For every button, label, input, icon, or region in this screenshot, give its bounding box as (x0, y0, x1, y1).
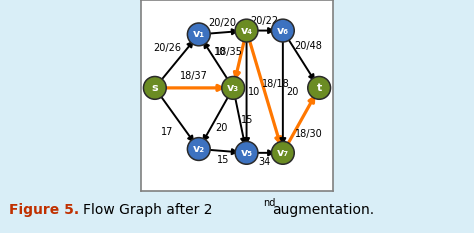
Text: 20/26: 20/26 (153, 43, 181, 53)
Text: 20/48: 20/48 (295, 41, 323, 51)
Circle shape (235, 141, 258, 164)
Circle shape (222, 76, 245, 99)
Text: v₁: v₁ (193, 29, 205, 39)
Text: t: t (317, 83, 322, 93)
Text: 17: 17 (161, 127, 173, 137)
Text: 18/18: 18/18 (262, 79, 290, 89)
Text: 18/37: 18/37 (180, 72, 208, 81)
Circle shape (308, 76, 331, 99)
Text: 34: 34 (259, 158, 271, 167)
Circle shape (143, 76, 166, 99)
Circle shape (237, 21, 256, 41)
Text: 20: 20 (286, 87, 299, 97)
Circle shape (235, 19, 258, 42)
Text: 20: 20 (216, 123, 228, 133)
Text: 20/20: 20/20 (209, 18, 237, 28)
Text: 10: 10 (214, 47, 226, 57)
Circle shape (309, 78, 329, 98)
Text: 15: 15 (241, 115, 254, 125)
Circle shape (145, 78, 165, 98)
Text: Flow Graph after 2: Flow Graph after 2 (83, 203, 212, 217)
Text: 18/35: 18/35 (214, 47, 242, 57)
Text: v₇: v₇ (277, 148, 289, 158)
Circle shape (223, 78, 243, 98)
Text: 10: 10 (248, 87, 260, 97)
Circle shape (273, 143, 293, 163)
Text: 15: 15 (217, 155, 229, 165)
Text: 18/30: 18/30 (295, 129, 322, 139)
Circle shape (273, 21, 293, 41)
Text: nd: nd (263, 198, 275, 208)
Circle shape (237, 143, 256, 163)
Text: Figure 5.: Figure 5. (9, 203, 80, 217)
Circle shape (187, 23, 210, 46)
Text: v₂: v₂ (193, 144, 205, 154)
Text: v₃: v₃ (227, 83, 239, 93)
Circle shape (272, 19, 294, 42)
Text: v₄: v₄ (240, 26, 253, 36)
Text: v₆: v₆ (277, 26, 289, 36)
Circle shape (272, 141, 294, 164)
Circle shape (189, 24, 209, 44)
Text: s: s (152, 83, 158, 93)
Circle shape (187, 137, 210, 161)
Circle shape (189, 139, 209, 159)
Text: 20/22: 20/22 (251, 16, 279, 26)
Text: augmentation.: augmentation. (273, 203, 374, 217)
Text: v₅: v₅ (240, 148, 253, 158)
